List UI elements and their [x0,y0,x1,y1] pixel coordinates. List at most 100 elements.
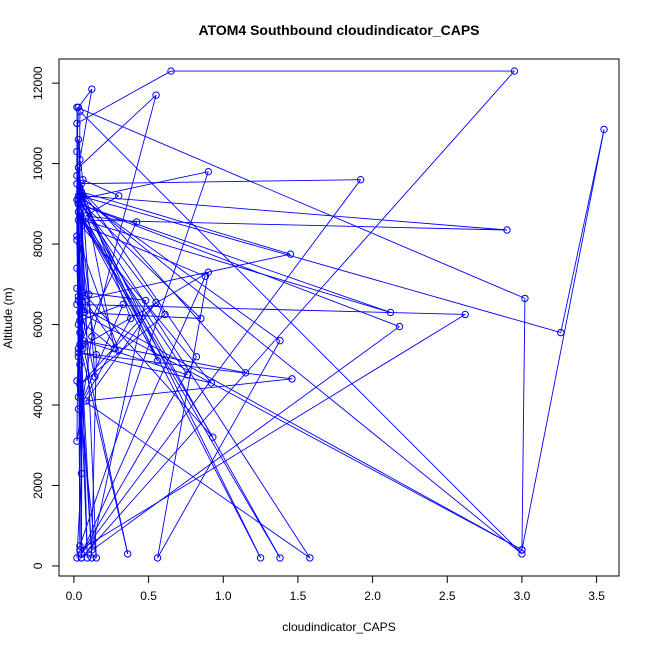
series-layer [73,67,608,562]
series-segment [78,318,132,410]
data-point [74,393,83,401]
series-segment [82,179,119,197]
data-point [123,550,132,558]
plot-frame [58,58,620,577]
data-point [201,272,210,280]
series-segment [157,272,209,558]
series-segment [78,253,291,301]
series-segment [79,187,197,357]
series-segment [76,179,361,185]
data-point [110,344,118,353]
series-segment [79,191,158,361]
series-segment [78,352,293,380]
data-point [276,554,284,562]
y-tick-label: 8000 [31,230,45,257]
y-tick-label: 10000 [31,147,45,181]
series-segment [78,203,400,327]
series-segment [82,291,146,301]
series-segment [78,195,281,341]
data-point [92,554,101,562]
series-segment [76,171,209,201]
data-point [518,546,526,554]
series-segment [79,110,523,555]
data-point [79,340,87,349]
series-segment [79,221,138,345]
series-segment [79,223,206,277]
data-point [76,308,84,317]
data-point [74,208,83,216]
data-point [73,300,81,309]
series-segment [85,302,157,402]
data-point [132,218,141,226]
data-point [79,344,87,353]
data-point [74,349,83,357]
data-point [306,554,314,562]
series-segment [81,203,166,315]
series-segment [80,183,96,377]
data-point [209,433,217,441]
data-point [73,232,81,240]
series-segment [82,195,508,231]
series-segment [82,292,214,438]
series-segment [91,95,157,337]
data-point [88,546,96,554]
data-point [76,107,84,116]
data-point [76,316,84,325]
data-point [73,554,81,562]
y-tick-label: 12000 [31,66,45,100]
series-segment [79,314,466,551]
data-point [152,298,160,307]
data-point [76,328,84,337]
y-axis-label: Altitude (m) [1,287,15,348]
data-point [73,171,81,180]
data-point [192,353,201,361]
series-segment [78,396,311,559]
series-segment [78,211,188,376]
series-segment [80,183,115,349]
series-segment [82,340,246,374]
data-point [518,550,526,558]
x-axis: 0.0 0.5 1.0 1.5 2.0 2.5 3.0 3.5 [66,575,605,603]
y-tick-label: 0 [31,562,45,569]
data-point [461,310,469,319]
y-tick-label: 4000 [31,391,45,418]
data-point [77,200,86,208]
series-segment [79,304,124,321]
x-tick-label: 0.5 [140,589,157,603]
series-segment [79,312,523,551]
data-point [207,379,216,387]
data-point [77,216,86,224]
data-point [115,346,123,355]
y-tick-label: 2000 [31,472,45,499]
data-point [386,308,395,317]
data-point [92,351,101,359]
series-segment [76,175,132,319]
x-tick-label: 1.0 [215,589,232,603]
data-point [76,361,84,369]
data-point [74,405,83,413]
data-point [91,373,99,381]
series-segment [79,195,523,555]
data-point [74,163,83,172]
data-point [256,554,265,562]
data-point [74,344,83,353]
chart-title: ATOM4 Southbound cloudindicator_CAPS [198,22,479,38]
series-segment [79,215,281,559]
series-segment [79,320,115,350]
data-point [503,226,511,234]
data-point [77,550,86,558]
series-segment [78,94,157,168]
data-point [197,314,205,323]
data-point [167,67,175,75]
data-point [88,554,96,562]
series-segment [79,195,561,334]
series-segment [81,179,362,555]
series-segment [81,356,197,555]
data-point [510,67,519,75]
data-point [74,353,83,361]
data-point [276,336,284,345]
series-segment [78,211,214,438]
data-point [286,250,295,258]
series-segment [82,344,129,554]
